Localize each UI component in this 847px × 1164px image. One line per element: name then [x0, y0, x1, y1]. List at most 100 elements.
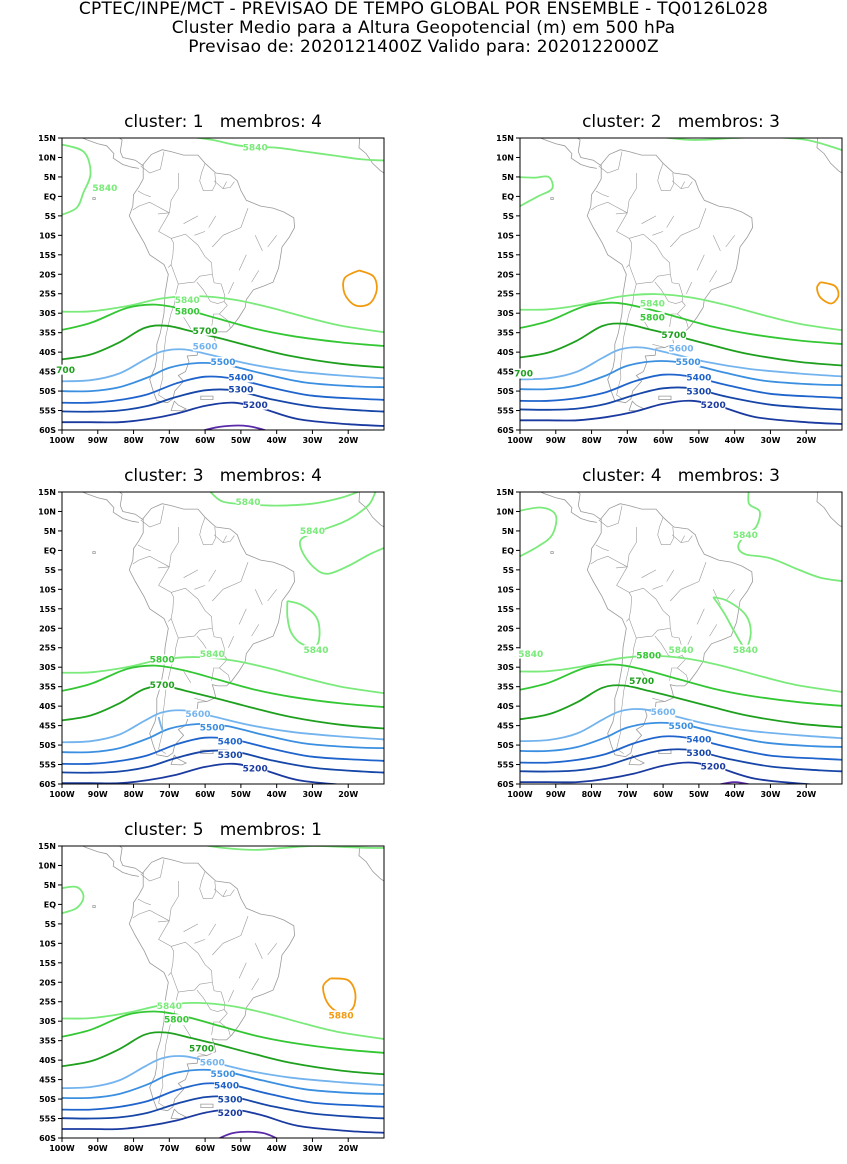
country-border [628, 587, 671, 639]
lon-tick-label: 60W [653, 790, 673, 799]
contour-label-5700: 5700 [150, 681, 175, 691]
contour-label-5200: 5200 [701, 763, 726, 773]
map-frame [519, 137, 843, 431]
contour-label-5300: 5300 [218, 1095, 243, 1105]
coastline [550, 197, 554, 200]
lat-tick-label: 5S [45, 566, 57, 575]
contour-5800 [62, 1010, 384, 1054]
country-border [208, 923, 217, 936]
country-border [228, 281, 234, 294]
lat-tick-label: 10N [38, 153, 56, 162]
contour-5300 [62, 749, 384, 774]
contour-5300 [520, 386, 842, 411]
geopotential-map: 15N 10N 5N EQ 5S 10S 15S 20S 25S 30S 35S 40S 45S 50S 5… [38, 488, 385, 799]
lon-tick-label: 80W [124, 436, 144, 445]
lat-tick-label: 50S [39, 1095, 56, 1104]
contour-label-bg [518, 648, 543, 659]
contour-label-bg [192, 341, 218, 352]
coastline [358, 138, 384, 174]
lon-tick-label: 90W [88, 790, 108, 799]
lon-tick-label: 80W [582, 790, 602, 799]
lat-tick-label: 5S [503, 212, 515, 221]
country-border [213, 534, 235, 543]
contour-5200 [520, 399, 842, 425]
country-border [671, 534, 693, 543]
panel-title: cluster: 2 membros: 3 [582, 112, 780, 132]
country-border [157, 173, 179, 215]
contour-label-bg [175, 294, 200, 305]
land-outlines [81, 492, 384, 766]
lon-tick-label: 70W [617, 790, 637, 799]
contour-5840 [520, 293, 842, 332]
contour-5200 [62, 762, 345, 784]
lat-tick-label: 45S [497, 368, 514, 377]
contour-label-5300: 5300 [686, 749, 711, 759]
coastline [170, 400, 188, 412]
contour-label-5840: 5840 [640, 300, 665, 310]
country-border [140, 859, 165, 882]
contour-label-5700: 5700 [189, 1045, 214, 1055]
contour-label-bg [300, 525, 325, 536]
lat-tick-label: 5N [44, 527, 56, 536]
contour-5500 [520, 721, 842, 753]
country-border [222, 581, 242, 590]
lat-tick-label: 10S [497, 231, 514, 240]
lat-tick-label: 5S [503, 566, 515, 575]
country-border [222, 935, 242, 944]
lat-tick-label: EQ [502, 192, 514, 201]
contour-label-bg [514, 368, 533, 379]
country-border [267, 589, 277, 602]
lat-tick-label: 50S [497, 387, 514, 396]
country-border [615, 527, 637, 569]
contour-5500 [62, 1068, 384, 1100]
coastline [586, 149, 754, 404]
country-border [267, 943, 277, 956]
lat-tick-label: 35S [497, 683, 514, 692]
contour-label-5700: 5700 [193, 327, 218, 337]
country-border [666, 215, 675, 228]
country-border [183, 923, 199, 932]
contour-label-bg [243, 142, 268, 153]
country-border [222, 227, 242, 236]
contour-5500 [520, 360, 842, 391]
lon-tick-label: 90W [546, 436, 566, 445]
contour-label-5840: 5840 [92, 184, 117, 194]
lon-tick-label: 100W [49, 790, 75, 799]
coastline [92, 197, 96, 200]
contour-5600 [520, 346, 842, 381]
contour-5880 [322, 977, 357, 1014]
map-frame [61, 845, 385, 1139]
contour-label-5800: 5800 [164, 1015, 189, 1025]
contour-5100 [217, 1130, 279, 1138]
contour-label-5880: 5880 [329, 1012, 354, 1022]
country-border [677, 313, 689, 328]
contour-5880 [816, 281, 840, 305]
contour-label-bg [328, 1010, 354, 1021]
contour-label-5600: 5600 [193, 342, 218, 352]
contour-lines [520, 138, 842, 425]
lon-tick-label: 20W [338, 436, 358, 445]
lat-tick-label: 25S [497, 644, 514, 653]
coastline [539, 492, 601, 523]
contour-5200 [62, 1108, 384, 1134]
lon-tick-label: 20W [796, 436, 816, 445]
country-border [194, 231, 206, 236]
country-border [598, 151, 623, 174]
country-border [590, 201, 628, 214]
contour-label-5840: 5840 [733, 646, 758, 656]
geopotential-map: 15N 10N 5N EQ 5S 10S 15S 20S 25S 30S 35S 40S 45S 50S 5… [496, 488, 843, 799]
country-border [709, 624, 718, 637]
contour-label-bg [668, 720, 694, 731]
contour-label-5200: 5200 [243, 401, 268, 411]
lon-tick-label: 60W [195, 436, 215, 445]
contour-label-5200: 5200 [701, 401, 726, 411]
contour-label-bg [157, 1000, 182, 1011]
country-border [677, 667, 689, 682]
country-border [213, 888, 235, 897]
country-border [254, 943, 263, 960]
country-border [208, 215, 217, 228]
lat-tick-label: 15S [39, 605, 56, 614]
lat-tick-label: 40S [39, 1056, 56, 1065]
country-border [158, 283, 179, 400]
country-border [628, 233, 671, 285]
